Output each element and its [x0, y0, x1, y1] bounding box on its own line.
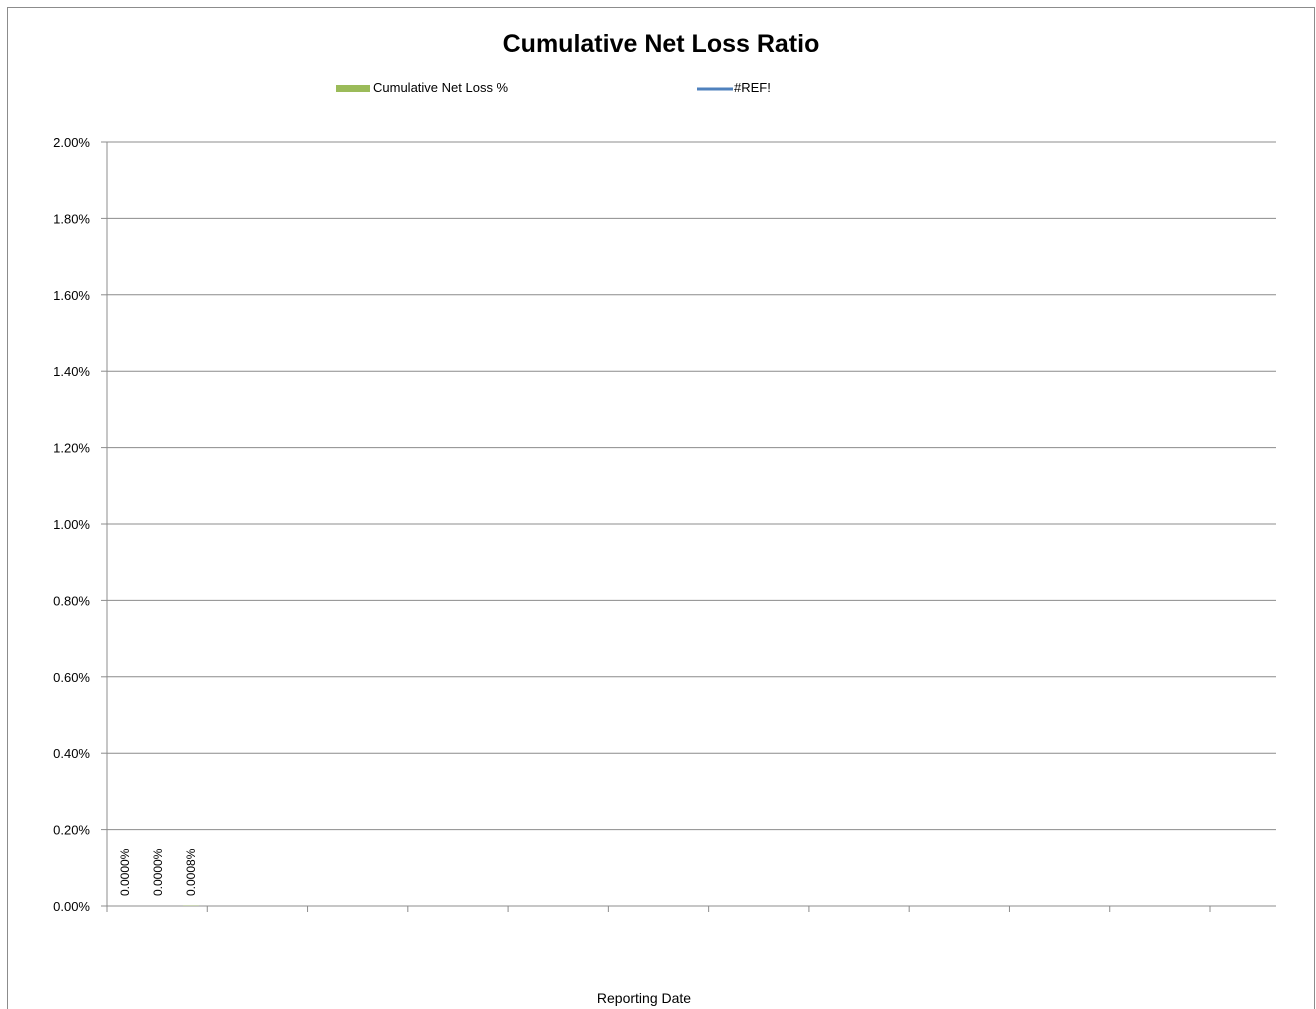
y-tick-label: 1.40%: [53, 364, 90, 379]
legend-label-ref: #REF!: [734, 80, 771, 95]
data-label: 0.0000%: [118, 848, 132, 896]
data-label: 0.0000%: [151, 848, 165, 896]
data-labels: 0.0000% 0.0000% 0.0008%: [118, 848, 198, 896]
x-axis-title: Reporting Date: [597, 990, 691, 1006]
y-tick-label: 1.00%: [53, 517, 90, 532]
y-tick-label: 1.80%: [53, 211, 90, 226]
y-tick-label: 2.00%: [53, 135, 90, 150]
y-tick-label: 0.60%: [53, 670, 90, 685]
gridlines: [107, 141, 1276, 831]
y-tick-label: 0.20%: [53, 823, 90, 838]
chart-frame: [7, 7, 1315, 1009]
chart-title: Cumulative Net Loss Ratio: [503, 30, 820, 58]
y-tick-label: 1.60%: [53, 288, 90, 303]
y-axis-tick-labels: 0.00% 0.20% 0.40% 0.60% 0.80% 1.00% 1.20% 1.40%…: [53, 135, 90, 914]
y-tick-label: 0.80%: [53, 593, 90, 608]
legend-label-cumulative-net-loss: Cumulative Net Loss %: [373, 80, 509, 95]
legend-swatch-cumulative-net-loss: [336, 85, 370, 92]
data-label: 0.0008%: [184, 848, 198, 896]
axes: [101, 141, 1276, 912]
y-tick-label: 0.00%: [53, 899, 90, 914]
y-tick-label: 0.40%: [53, 746, 90, 761]
y-tick-label: 1.20%: [53, 441, 90, 456]
legend: Cumulative Net Loss % #REF!: [336, 80, 771, 95]
